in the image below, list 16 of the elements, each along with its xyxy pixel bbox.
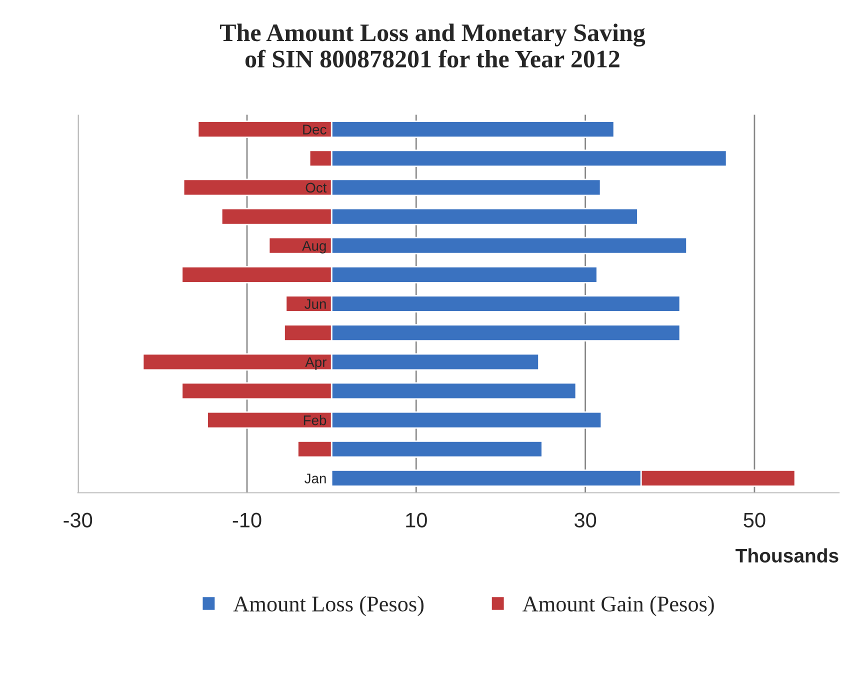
y-tick-label: Dec (303, 124, 326, 134)
legend-label: Amount Gain (Pesos) (522, 596, 714, 616)
y-tick-label: Jan (304, 474, 326, 484)
y-tick-label: Oct (306, 182, 327, 193)
x-tick-label: 50 (744, 512, 766, 528)
y-tick-label: Feb (304, 415, 326, 426)
x-tick-label: -30 (64, 512, 92, 528)
x-tick-label: -10 (232, 512, 262, 528)
chart-title: The Amount Loss and Monetary Saving of SIN 800878201 for the Year 2012 (220, 24, 646, 68)
x-tick-label: 10 (406, 512, 427, 528)
y-tick-label: Apr (305, 357, 326, 370)
x-tick-label: 30 (574, 512, 596, 528)
x-axis-title: Thousands (736, 548, 838, 563)
y-tick-label: Aug (302, 241, 326, 254)
legend-label: Amount Loss (Pesos) (233, 596, 424, 616)
y-tick-label: Jun (304, 299, 326, 309)
